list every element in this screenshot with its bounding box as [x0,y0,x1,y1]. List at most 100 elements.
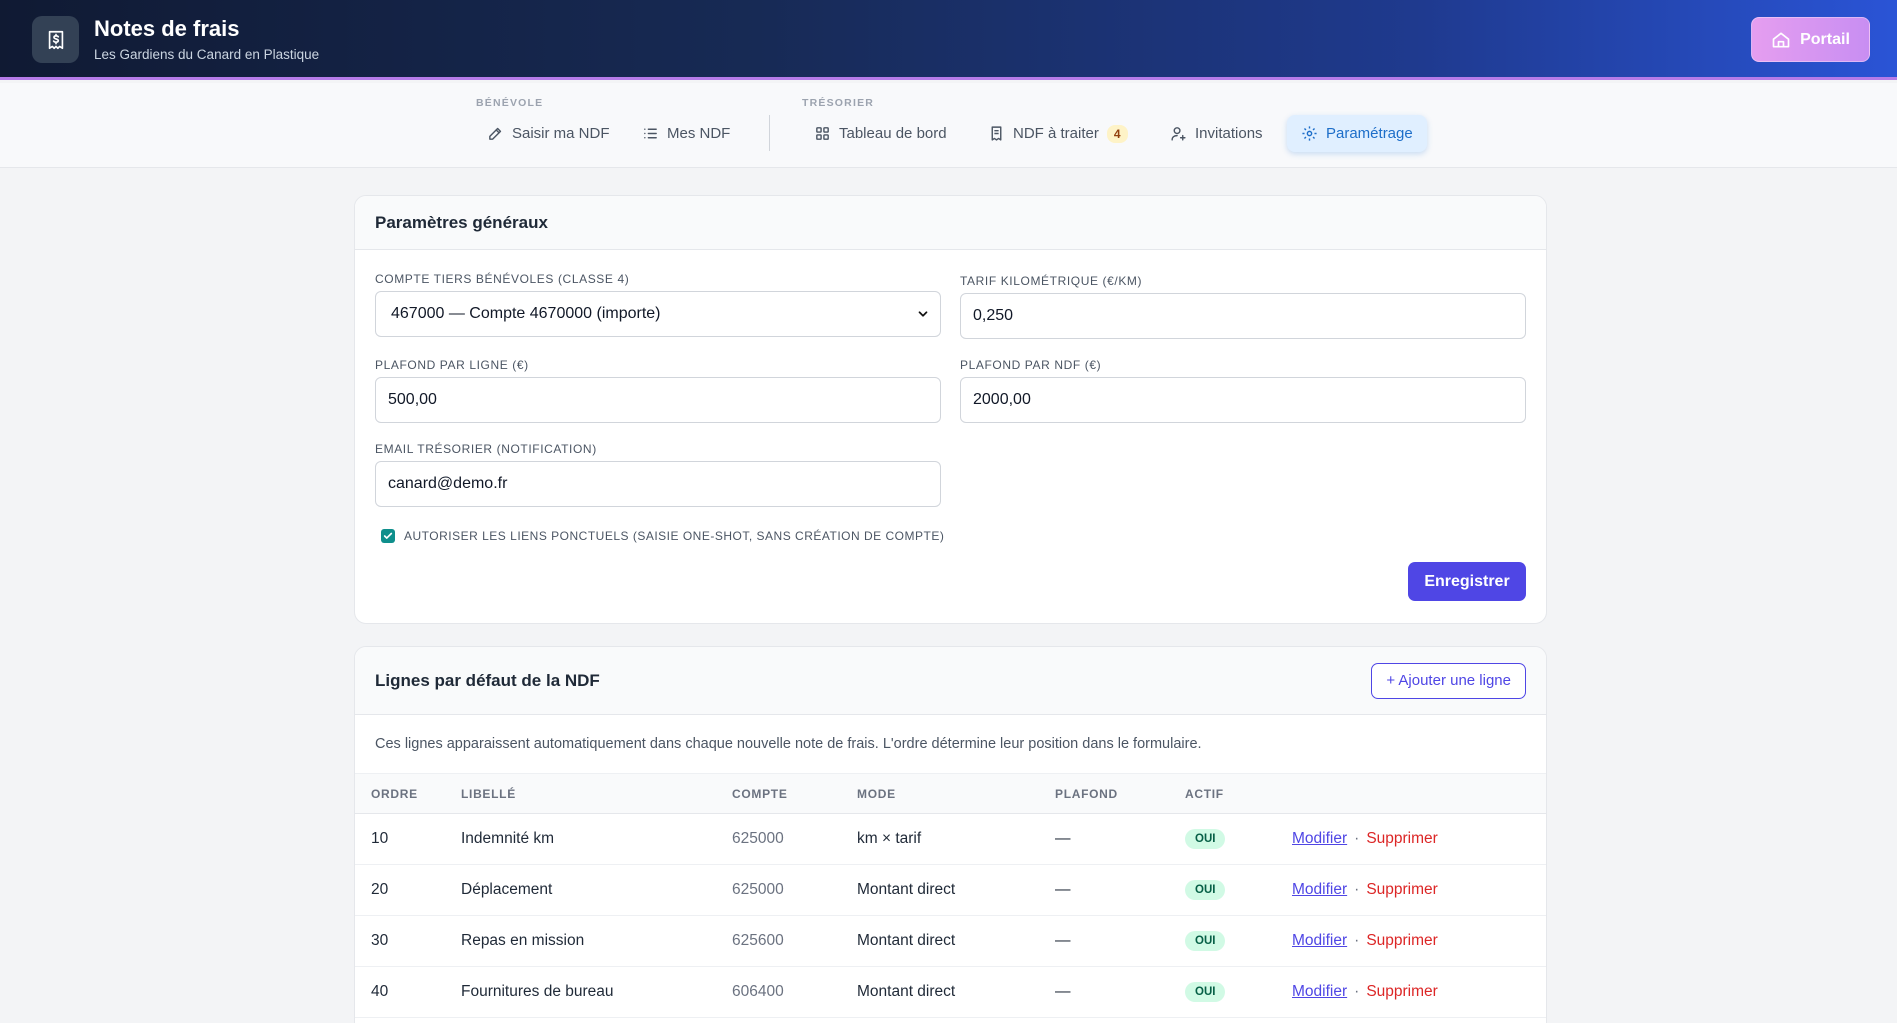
cell-ordre: 10 [355,813,461,865]
nav-item-label: Saisir ma NDF [512,125,610,142]
nav-item-invitations[interactable]: Invitations [1156,115,1277,152]
cell-mode: Montant direct [857,966,1055,1018]
oneshot-links-label: AUTORISER LES LIENS PONCTUELS (SAISIE ON… [404,529,945,543]
cell-mode: km × tarif [857,813,1055,865]
plafond-ndf-input[interactable]: 2000,00 [960,377,1526,423]
active-status-badge: OUI [1185,829,1226,849]
portal-button-label: Portail [1800,30,1850,48]
cell-ordre: 30 [355,915,461,967]
nav-item-label: Invitations [1195,125,1263,142]
email-tresorier-input[interactable]: canard@demo.fr [375,461,941,507]
table-row: 30 Repas en mission 625600 Montant direc… [355,915,1546,967]
card-title: Paramètres généraux [375,212,548,232]
portal-button[interactable]: Portail [1751,17,1870,62]
nav-item-parametrage[interactable]: Paramétrage [1287,115,1427,152]
tarif-km-label: TARIF KILOMÉTRIQUE (€/KM) [960,274,1143,288]
cell-actif: OUI [1185,966,1292,1018]
edit-link[interactable]: Modifier [1292,881,1348,898]
table-row: 20 Déplacement 625000 Montant direct — O… [355,864,1546,916]
cell-compte: 606400 [732,966,857,1018]
lines-description: Ces lignes apparaissent automatiquement … [375,736,1202,752]
table-row: 40 Fournitures de bureau 606400 Montant … [355,966,1546,1018]
general-settings-card: Paramètres généraux COMPTE TIERS BÉNÉVOL… [354,195,1547,624]
delete-link[interactable]: Supprimer [1366,881,1438,898]
home-icon [1772,32,1790,48]
edit-link[interactable]: Modifier [1292,830,1348,847]
compte-tiers-select[interactable]: 467000 — Compte 4670000 (importe) [375,291,941,337]
cell-mode: Montant direct [857,915,1055,967]
cell-libelle: Déplacement [461,864,732,916]
delete-link[interactable]: Supprimer [1366,983,1438,1000]
oneshot-links-checkbox[interactable] [381,529,395,543]
action-separator: · [1354,881,1360,898]
active-status-badge: OUI [1185,982,1226,1002]
nav-group-tresorier: TRÉSORIER [802,97,875,109]
cell-plafond: — [1055,864,1185,916]
pen-edit-icon [489,127,502,140]
plafond-ndf-label: PLAFOND PAR NDF (€) [960,358,1102,372]
edit-link[interactable]: Modifier [1292,983,1348,1000]
column-header-plafond: PLAFOND [1055,786,1118,801]
list-icon [644,128,657,139]
delete-link[interactable]: Supprimer [1366,932,1438,949]
nav-item-label: Paramétrage [1326,125,1413,142]
nav-item-label: Mes NDF [667,125,731,142]
delete-link[interactable]: Supprimer [1366,830,1438,847]
cell-compte: 625600 [732,915,857,967]
nav-item-ndf-a-traiter[interactable]: NDF à traiter 4 [974,115,1142,152]
table-row: 10 Indemnité km 625000 km × tarif — OUI … [355,813,1546,865]
gear-icon [1302,126,1317,141]
cell-plafond: — [1055,915,1185,967]
save-button[interactable]: Enregistrer [1408,562,1526,601]
cell-ordre: 40 [355,966,461,1018]
cell-actions: Modifier · Supprimer [1292,966,1546,1018]
default-lines-card: Lignes par défaut de la NDF + Ajouter un… [354,646,1547,1023]
cell-actif: OUI [1185,864,1292,916]
column-header-ordre: ORDRE [371,786,418,801]
nav-item-mes-ndf[interactable]: Mes NDF [628,115,744,152]
main-nav: BÉNÉVOLE TRÉSORIER Saisir ma NDF Mes NDF… [0,83,1897,168]
receipt-dollar-icon [32,16,79,63]
cell-compte: 625000 [732,864,857,916]
cell-libelle: Fournitures de bureau [461,966,732,1018]
tarif-km-input[interactable]: 0,250 [960,293,1526,339]
plafond-ligne-input[interactable]: 500,00 [375,377,941,423]
nav-item-label: NDF à traiter [1013,125,1099,142]
receipt-icon [991,126,1002,141]
active-status-badge: OUI [1185,931,1226,951]
nav-group-benevole: BÉNÉVOLE [476,97,544,109]
card-header: Lignes par défaut de la NDF + Ajouter un… [355,647,1546,715]
column-header-compte: COMPTE [732,786,788,801]
cell-libelle: Repas en mission [461,915,732,967]
nav-item-tableau-de-bord[interactable]: Tableau de bord [800,115,961,152]
action-separator: · [1354,932,1360,949]
cell-libelle: Indemnité km [461,813,732,865]
compte-tiers-label: COMPTE TIERS BÉNÉVOLES (CLASSE 4) [375,272,630,286]
cell-compte: 625000 [732,813,857,865]
user-plus-icon [1171,127,1186,141]
action-separator: · [1354,983,1360,1000]
column-header-mode: MODE [857,786,896,801]
email-tresorier-label: EMAIL TRÉSORIER (NOTIFICATION) [375,442,597,456]
chevron-down-icon [918,311,928,317]
cell-ordre: 20 [355,864,461,916]
pending-count-badge: 4 [1106,124,1128,143]
column-header-actions [1292,774,1546,814]
nav-item-label: Tableau de bord [839,125,947,142]
checkmark-icon [383,532,393,539]
nav-divider [769,115,770,151]
column-header-actif: ACTIF [1185,786,1224,801]
cell-plafond: — [1055,813,1185,865]
cell-mode: Montant direct [857,864,1055,916]
plafond-ligne-label: PLAFOND PAR LIGNE (€) [375,358,529,372]
cell-actions: Modifier · Supprimer [1292,915,1546,967]
nav-item-saisir-ndf[interactable]: Saisir ma NDF [473,115,624,152]
add-line-button[interactable]: + Ajouter une ligne [1371,662,1526,699]
app-header: Notes de frais Les Gardiens du Canard en… [0,0,1897,80]
cell-actions: Modifier · Supprimer [1292,813,1546,865]
card-title: Lignes par défaut de la NDF [375,670,600,690]
cell-actif: OUI [1185,915,1292,967]
default-lines-table: ORDRE LIBELLÉ COMPTE MODE PLAFOND ACTIF … [355,773,1546,1018]
edit-link[interactable]: Modifier [1292,932,1348,949]
table-header-row: ORDRE LIBELLÉ COMPTE MODE PLAFOND ACTIF [355,773,1546,814]
